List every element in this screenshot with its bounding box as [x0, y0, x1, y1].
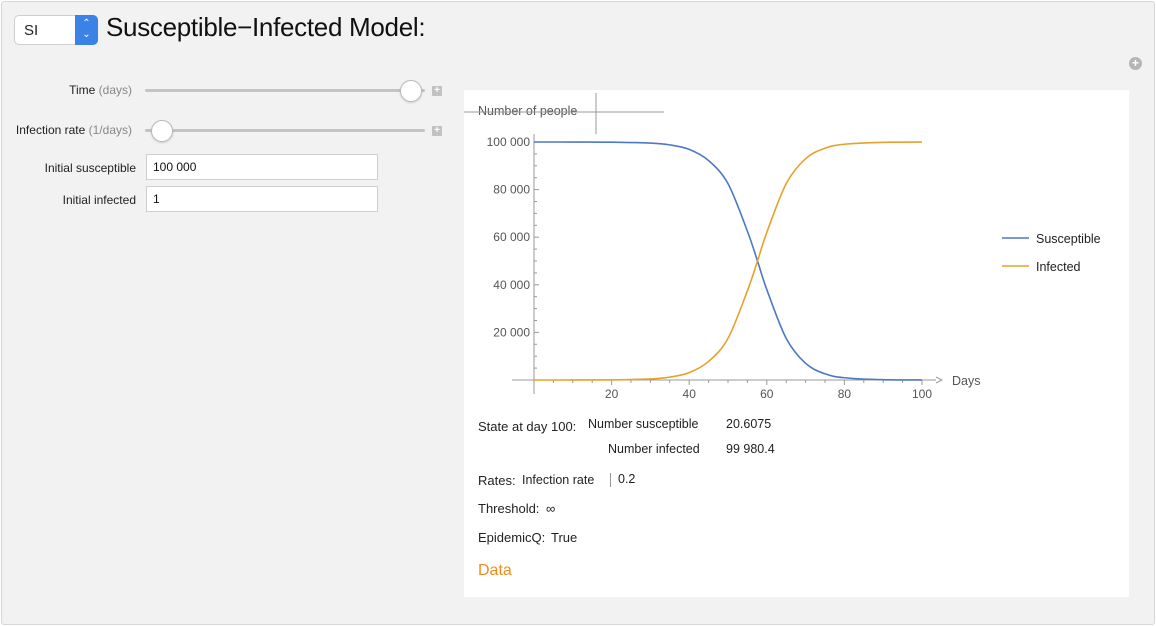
x-tick-label: 20 — [605, 387, 619, 401]
state-table-value-infected: 99 980.4 — [726, 442, 775, 456]
infection-rate-label: Infection rate (1/days) — [16, 123, 132, 137]
epidemic-label: EpidemicQ: — [478, 530, 546, 545]
y-axis-label: Number of people — [478, 104, 577, 118]
rates-value: 0.2 — [618, 472, 636, 486]
x-tick-label: 60 — [760, 387, 774, 401]
state-table-label-susceptible: Number susceptible — [588, 417, 699, 431]
x-tick-label: 80 — [838, 387, 852, 401]
time-slider-thumb[interactable] — [400, 80, 422, 102]
plus-square-icon[interactable]: + — [432, 86, 442, 96]
plus-square-icon[interactable]: + — [432, 126, 442, 136]
legend-label-susceptible: Susceptible — [1036, 232, 1101, 246]
page-title: Susceptible−Infected Model: — [106, 12, 426, 42]
rates-name: Infection rate — [522, 473, 595, 487]
y-tick-label: 60 000 — [493, 230, 530, 244]
threshold-value: ∞ — [546, 501, 556, 516]
series-line-susceptible — [533, 141, 923, 381]
infection-rate-slider-thumb[interactable] — [150, 120, 173, 142]
y-tick-label: 100 000 — [487, 135, 531, 149]
infection-rate-label-text: Infection rate — [15, 123, 86, 137]
series-line-infected — [533, 141, 923, 381]
y-tick-label: 40 000 — [493, 278, 530, 292]
data-link[interactable]: Data — [478, 562, 512, 579]
time-label-unit: (days) — [98, 83, 132, 97]
x-axis-label: Days — [952, 374, 980, 388]
model-select[interactable]: SI ⌃ ⌄ — [14, 15, 98, 45]
time-label-text: Time — [69, 83, 96, 97]
state-label: State at day 100: — [478, 419, 577, 434]
infection-rate-slider-track[interactable] — [145, 129, 425, 132]
initial-infected-input[interactable] — [146, 186, 378, 212]
state-table-lines — [464, 93, 664, 134]
state-table-label-infected: Number infected — [608, 442, 700, 456]
y-tick-label: 80 000 — [493, 183, 530, 197]
initial-susceptible-input[interactable] — [146, 154, 378, 180]
y-tick-label: 20 000 — [493, 325, 530, 339]
infection-rate-label-unit: (1/days) — [88, 123, 132, 137]
time-label: Time (days) — [69, 83, 132, 97]
plus-circle-icon[interactable]: + — [1129, 57, 1142, 70]
state-table-value-susceptible: 20.6075 — [726, 417, 772, 431]
model-select-value: SI — [24, 22, 39, 39]
x-axis-arrow-icon — [935, 376, 944, 384]
output-panel: 20 40 60 80 100 20 000 40 000 60 000 80 000 100 0… — [464, 90, 1129, 597]
time-slider-track[interactable] — [145, 89, 425, 92]
x-tick-label: 100 — [912, 387, 932, 401]
si-model-chart: 20 40 60 80 100 20 000 40 000 60 000 80 000 100 0… — [478, 104, 1101, 401]
rates-label: Rates: — [478, 473, 516, 488]
chevron-up-down-icon[interactable]: ⌃ ⌄ — [75, 15, 98, 45]
initial-infected-label: Initial infected — [62, 193, 136, 207]
x-tick-label: 40 — [683, 387, 697, 401]
legend-label-infected: Infected — [1036, 260, 1081, 274]
threshold-label: Threshold: — [478, 501, 540, 516]
epidemic-value: True — [551, 530, 578, 545]
initial-susceptible-label: Initial susceptible — [44, 161, 136, 175]
rates-divider — [610, 473, 611, 487]
